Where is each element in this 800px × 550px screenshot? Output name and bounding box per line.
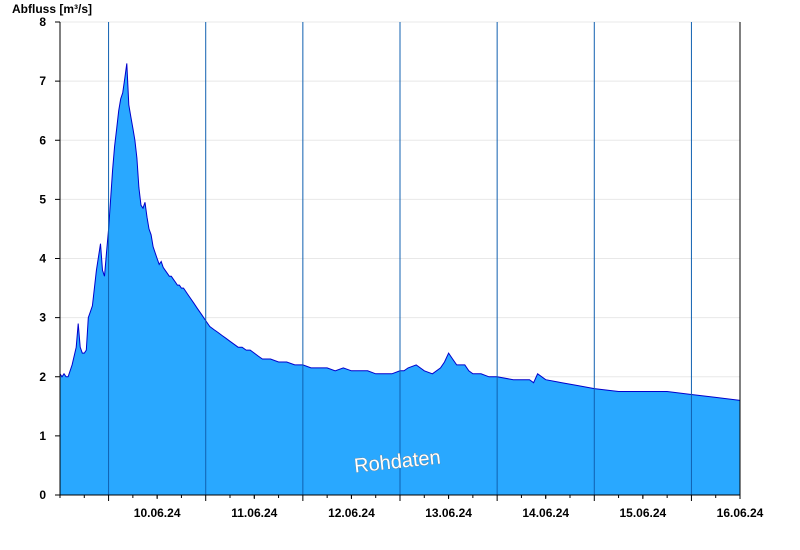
y-ticks: 0 1 2 3 4 5 6 7 8 [39, 15, 60, 502]
day-separators [108, 22, 692, 495]
y-tick-label: 4 [39, 252, 46, 266]
y-tick-label: 8 [39, 15, 46, 29]
y-tick-label: 5 [39, 192, 46, 206]
y-tick-label: 0 [39, 488, 46, 502]
y-tick-label: 3 [39, 311, 46, 325]
x-tick-label: 11.06.24 [231, 506, 277, 520]
x-tick-label: 16.06.24 [717, 506, 764, 520]
x-tick-label: 13.06.24 [425, 506, 472, 520]
y-tick-label: 1 [39, 429, 46, 443]
x-tick-label: 15.06.24 [619, 506, 666, 520]
y-tick-label: 7 [39, 74, 46, 88]
x-tick-label: 12.06.24 [328, 506, 375, 520]
x-ticks: 10.06.24 11.06.24 12.06.24 13.06.24 14.06.24… [59, 495, 764, 520]
y-tick-label: 2 [39, 370, 46, 384]
discharge-area [60, 63, 740, 496]
y-axis-label: Abfluss [m³/s] [12, 2, 92, 16]
y-tick-label: 6 [39, 133, 46, 147]
discharge-line [59, 63, 741, 401]
x-tick-label: 10.06.24 [134, 506, 181, 520]
x-tick-label: 14.06.24 [522, 506, 569, 520]
